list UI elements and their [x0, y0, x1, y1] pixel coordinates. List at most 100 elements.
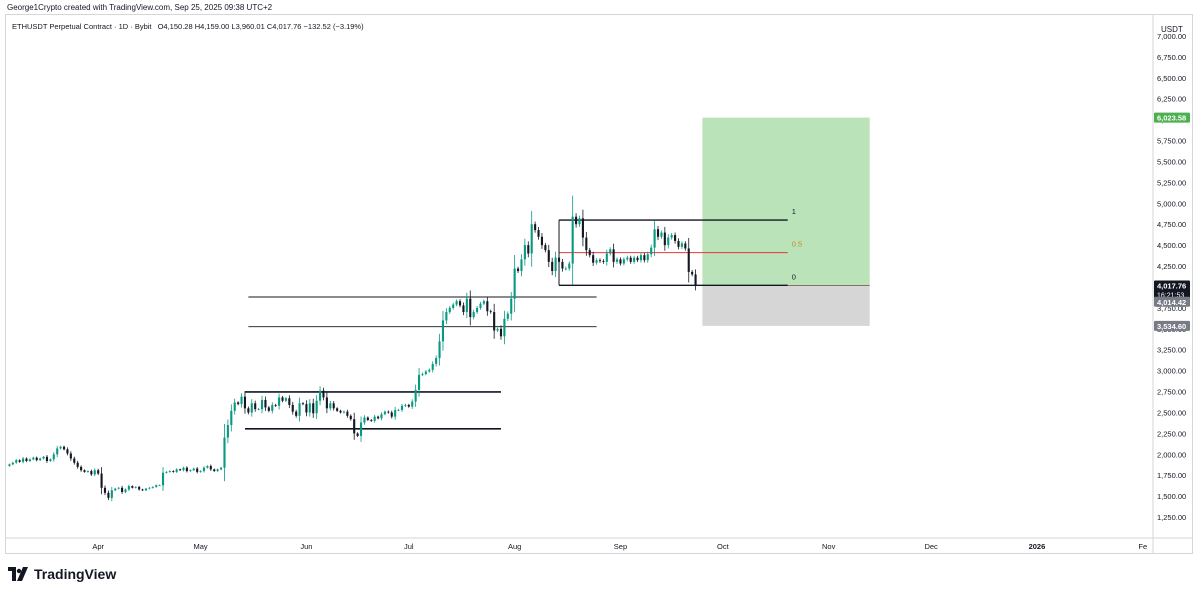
brand-name: TradingView	[34, 566, 117, 582]
candle-body	[124, 489, 127, 492]
y-tick-label: 6,500.00	[1157, 74, 1186, 83]
candle-body	[404, 404, 407, 406]
candle-body	[465, 298, 468, 313]
candle-body	[100, 473, 103, 488]
y-tick-label: 4,750.00	[1157, 220, 1186, 229]
candle-body	[438, 341, 441, 359]
candle-body	[185, 467, 188, 472]
candle-body	[411, 401, 414, 407]
candle-body	[595, 260, 598, 263]
candle-body	[134, 486, 137, 488]
candle-body	[516, 268, 520, 272]
candle-body	[295, 411, 298, 416]
candle-body	[168, 471, 171, 472]
candle-body	[254, 403, 257, 410]
candle-body	[363, 417, 366, 423]
candle-body	[663, 232, 666, 246]
candle-body	[588, 250, 591, 256]
candle-body	[15, 460, 18, 463]
candle-body	[202, 467, 206, 472]
candle-body	[230, 410, 233, 426]
candle-body	[472, 312, 475, 318]
bid-price-tag-bg	[1154, 296, 1190, 307]
candle-body	[537, 230, 540, 237]
candle-body	[653, 229, 656, 248]
candle-body	[206, 466, 209, 468]
candle-body	[421, 373, 424, 375]
candle-body	[250, 403, 253, 413]
y-tick-label: 3,750.00	[1157, 304, 1186, 313]
candle-body	[380, 414, 383, 419]
candle-body	[127, 486, 130, 490]
candle-body	[342, 411, 346, 413]
x-tick-label: Apr	[92, 542, 104, 551]
candle-body	[383, 411, 386, 415]
x-tick-label: Jun	[300, 542, 312, 551]
candle-body	[274, 404, 277, 406]
fib-label: 1	[792, 207, 796, 216]
target-price-tag: 6,023.58	[1157, 114, 1186, 123]
candle-body	[97, 470, 100, 474]
candle-body	[25, 458, 28, 462]
candle-body	[370, 420, 373, 421]
candle-body	[602, 261, 605, 262]
candle-body	[56, 448, 59, 455]
candle-body	[233, 402, 236, 411]
candle-body	[346, 411, 349, 416]
candle-body	[445, 312, 448, 321]
candle-body	[223, 437, 226, 468]
candle-body	[18, 460, 21, 462]
bid-price-tag: 4,014.42	[1157, 298, 1186, 307]
candle-body	[441, 320, 445, 342]
candle-body	[615, 259, 619, 262]
symbol-legend[interactable]: ETHUSDT Perpetual Contract · 1D · Bybit …	[12, 22, 364, 31]
candle-body	[182, 467, 185, 471]
candle-body	[489, 311, 492, 313]
candle-body	[510, 298, 513, 314]
candle-body	[366, 417, 369, 421]
candle-body	[131, 486, 134, 488]
candle-body	[213, 469, 216, 472]
candle-body	[353, 419, 356, 434]
tradingview-brand[interactable]: TradingView	[8, 566, 116, 582]
last-price-tag: 4,017.76	[1157, 281, 1186, 290]
y-tick-label: 5,750.00	[1157, 137, 1186, 146]
candle-body	[527, 245, 530, 254]
candle-body	[667, 237, 670, 246]
candle-countdown: 16:21:53	[1157, 292, 1184, 299]
candle-body	[687, 248, 690, 272]
candle-body	[312, 403, 315, 414]
candle-body	[691, 271, 694, 275]
fib-label: 0.5	[792, 240, 802, 249]
candle-body	[455, 301, 458, 305]
target-zone	[702, 117, 870, 286]
candle-body	[243, 396, 247, 409]
stop-price-tag: 3,534.60	[1157, 322, 1186, 331]
candle-body	[8, 464, 11, 466]
candle-body	[626, 257, 629, 260]
y-tick-label: 6,750.00	[1157, 53, 1186, 62]
candle-body	[448, 307, 451, 313]
candle-body	[674, 235, 677, 241]
x-tick-label: Jul	[404, 542, 414, 551]
y-tick-label: 2,750.00	[1157, 388, 1186, 397]
y-tick-label: 1,250.00	[1157, 513, 1186, 522]
candle-body	[523, 245, 526, 260]
candle-body	[482, 301, 485, 304]
candle-body	[359, 422, 363, 436]
chart-credit: George1Crypto created with TradingView.c…	[7, 3, 273, 12]
candle-body	[377, 416, 380, 419]
y-tick-label: 5,250.00	[1157, 178, 1186, 187]
candle-body	[609, 249, 612, 254]
candle-body	[62, 446, 66, 450]
currency-label: USDT	[1161, 25, 1183, 34]
candle-body	[288, 398, 291, 405]
candle-body	[417, 374, 421, 390]
candle-body	[284, 398, 287, 401]
candle-body	[431, 363, 434, 370]
candle-body	[161, 472, 165, 486]
x-tick-label: May	[193, 542, 207, 551]
x-tick-label: Oct	[717, 542, 730, 551]
y-tick-label: 1,500.00	[1157, 492, 1186, 501]
